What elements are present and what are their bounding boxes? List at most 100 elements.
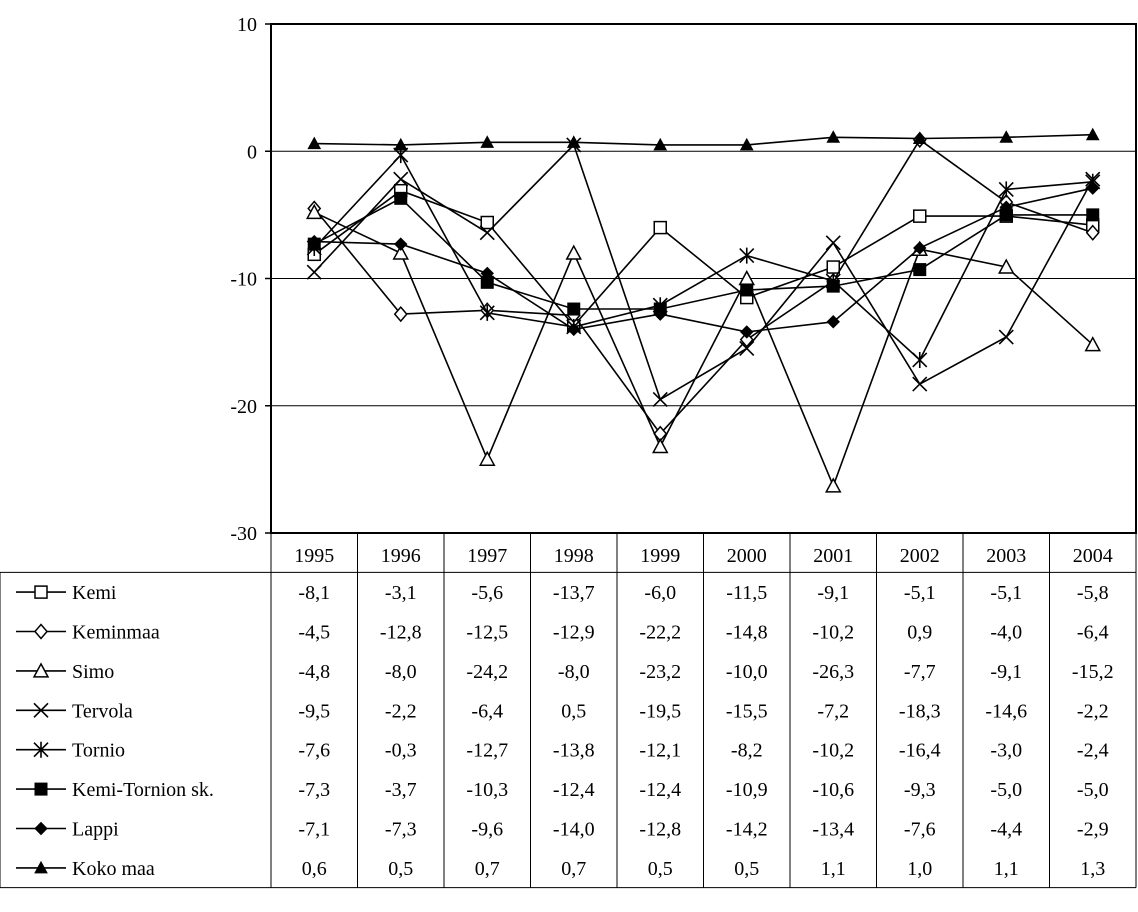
table-cell: -12,8 — [380, 622, 422, 644]
series-koko-maa-point — [1085, 127, 1100, 141]
series-simo-point — [392, 244, 410, 260]
table-cell: -4,8 — [298, 661, 330, 683]
series-tervola-point — [652, 391, 668, 407]
table-cell: -8,0 — [558, 661, 590, 683]
table-cell: 0,5 — [388, 858, 413, 880]
series-simo-point — [305, 203, 323, 220]
series-simo-point — [824, 477, 842, 493]
table-cell: -6,4 — [1077, 622, 1109, 644]
table-cell: 1,3 — [1080, 858, 1105, 880]
series-kemi-legend-label: Kemi — [72, 582, 117, 604]
table-cell: -12,9 — [553, 622, 595, 644]
table-cell: -7,3 — [298, 779, 330, 801]
series-tornio-legend-label: Tornio — [72, 740, 125, 762]
x-category-label: 2004 — [1073, 545, 1113, 567]
series-kemi-tornion-sk-point — [913, 263, 927, 277]
series-lappi-point — [480, 266, 494, 281]
table-cell: -8,0 — [385, 661, 417, 683]
table-cell: -4,5 — [298, 622, 330, 644]
table-cell: -24,2 — [466, 661, 508, 683]
series-kemi-point — [480, 215, 494, 230]
y-tick-label: -30 — [230, 523, 257, 545]
series-keminmaa-point — [739, 331, 754, 348]
x-category-label: 1995 — [294, 545, 334, 567]
series-keminmaa-legend-marker — [34, 623, 48, 640]
table-cell: -10,0 — [726, 661, 768, 683]
table-cell: -6,0 — [644, 582, 676, 604]
table-cell: -2,2 — [385, 700, 417, 722]
series-keminmaa-point — [1085, 224, 1100, 241]
series-kemi-tornion-sk-point — [394, 191, 408, 205]
series-tornio-point — [912, 351, 928, 368]
series-lappi-point — [653, 307, 667, 321]
table-cell: -23,2 — [639, 661, 681, 683]
series-koko-maa-legend-marker — [34, 860, 48, 874]
series-simo-legend-label: Simo — [72, 661, 114, 683]
x-category-label: 2002 — [900, 545, 940, 567]
table-cell: 0,5 — [734, 858, 759, 880]
table-cell: 0,7 — [475, 858, 500, 880]
table-cell: -5,6 — [471, 582, 503, 604]
series-lappi-point — [999, 200, 1013, 214]
x-category-label: 1998 — [554, 545, 594, 567]
table-cell: 1,1 — [994, 858, 1019, 880]
series-tornio-point — [739, 247, 755, 264]
table-cell: -2,4 — [1077, 740, 1109, 762]
table-cell: -0,3 — [385, 740, 417, 762]
series-simo-point — [997, 258, 1015, 274]
series-simo-point — [478, 450, 496, 466]
x-category-label: 2003 — [986, 545, 1026, 567]
x-category-label: 2000 — [727, 545, 767, 567]
series-koko-maa-point — [826, 130, 841, 143]
series-keminmaa-legend-label: Keminmaa — [72, 622, 160, 644]
table-cell: -12,4 — [639, 779, 681, 801]
series-koko-maa-point — [393, 137, 408, 151]
series-simo-point — [1084, 336, 1102, 352]
series-lappi-line — [314, 187, 1093, 333]
table-cell: -10,6 — [812, 779, 854, 801]
series-lappi-point — [826, 315, 840, 329]
y-tick-label: -20 — [230, 396, 257, 418]
series-tervola-point — [479, 225, 495, 241]
table-cell: -9,3 — [904, 779, 936, 801]
table-cell: -7,1 — [298, 819, 330, 841]
series-koko-maa-point — [653, 137, 668, 151]
table-cell: -5,1 — [990, 582, 1022, 604]
table-cell: -8,2 — [731, 740, 763, 762]
series-kemi-tornion-sk-point — [1086, 208, 1100, 222]
series-lappi-point — [740, 325, 754, 339]
series-koko-maa-point — [739, 137, 754, 151]
table-cell: -9,1 — [990, 661, 1022, 683]
table-cell: -14,8 — [726, 622, 768, 644]
table-cell: -7,2 — [817, 700, 849, 722]
table-cell: 0,5 — [648, 858, 673, 880]
series-kemi-tornion-sk-point — [740, 283, 754, 297]
series-tervola-point — [825, 235, 841, 251]
series-kemi-tornion-sk-point — [826, 279, 840, 293]
table-cell: -16,4 — [899, 740, 941, 762]
table-cell: -12,5 — [466, 622, 508, 644]
table-cell: -13,4 — [812, 819, 854, 841]
series-lappi-point — [1086, 181, 1100, 195]
table-cell: -10,9 — [726, 779, 768, 801]
table-cell: -22,2 — [639, 622, 681, 644]
table-cell: -7,6 — [904, 819, 936, 841]
table-cell: -7,6 — [298, 740, 330, 762]
y-tick-label: 10 — [237, 14, 257, 36]
table-cell: -19,5 — [639, 700, 681, 722]
series-tervola-legend-marker — [33, 702, 49, 718]
table-cell: -15,2 — [1072, 661, 1114, 683]
series-tervola-legend-label: Tervola — [72, 700, 133, 722]
table-cell: -7,3 — [385, 819, 417, 841]
series-simo-point — [565, 244, 583, 260]
table-cell: -14,2 — [726, 819, 768, 841]
table-cell: -12,4 — [553, 779, 595, 801]
table-cell: -3,0 — [990, 740, 1022, 762]
series-koko-maa-legend-label: Koko maa — [72, 858, 155, 880]
table-cell: -7,7 — [904, 661, 936, 683]
series-tervola-line — [313, 143, 1094, 401]
series-koko-maa-point — [307, 136, 322, 150]
table-cell: -11,5 — [726, 582, 767, 604]
table-cell: -2,2 — [1077, 700, 1109, 722]
table-cell: -9,1 — [817, 582, 849, 604]
